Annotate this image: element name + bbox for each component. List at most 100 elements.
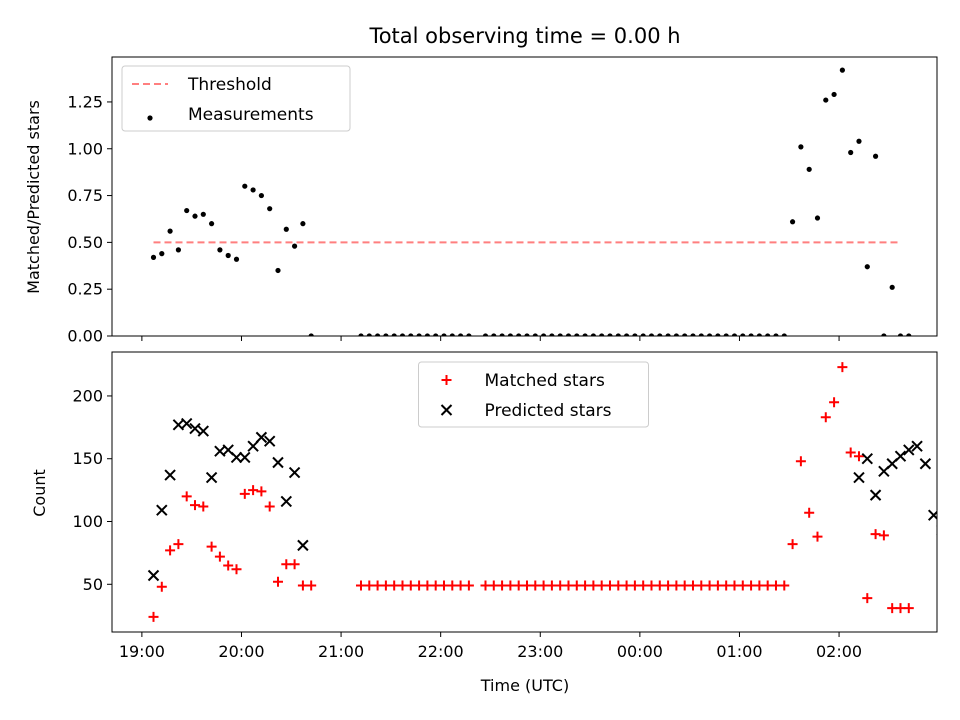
measurement-point xyxy=(250,187,256,193)
measurement-point xyxy=(906,333,912,336)
matched-stars-point xyxy=(239,488,250,499)
measurement-point xyxy=(881,333,887,336)
matched-stars-point xyxy=(779,580,790,591)
matched-stars-point xyxy=(853,451,864,462)
predicted-stars-point xyxy=(230,451,243,464)
predicted-stars-point xyxy=(180,417,193,430)
measurement-point xyxy=(756,333,762,336)
measurement-point xyxy=(433,333,439,336)
measurement-point xyxy=(358,333,364,336)
measurement-point xyxy=(499,333,505,336)
measurement-point xyxy=(549,333,555,336)
measurement-point xyxy=(383,333,389,336)
bottom-chart-x-axis: 19:00 20:00 21:00 22:00 23:00 00:00 01:00 02:00 xyxy=(119,632,862,661)
x-tick-label: 01:00 xyxy=(716,642,762,661)
predicted-stars-point xyxy=(280,495,293,508)
x-tick-label: 00:00 xyxy=(617,642,663,661)
bottom-series-1 xyxy=(147,417,937,582)
matched-stars-point xyxy=(820,412,831,423)
top-chart-y-axis: 0.00 0.25 0.50 0.75 1.00 1.25 xyxy=(67,92,112,346)
measurement-point xyxy=(748,333,754,336)
measurement-point xyxy=(200,211,206,217)
measurement-point xyxy=(773,333,779,336)
top-series-0 xyxy=(150,67,912,336)
matched-stars-point xyxy=(878,530,889,541)
measurement-point xyxy=(731,333,738,336)
measurement-point xyxy=(623,333,630,336)
measurement-point xyxy=(482,333,489,336)
predicted-stars-point xyxy=(156,504,168,516)
predicted-stars-point xyxy=(247,440,259,452)
legend-label: Predicted stars xyxy=(485,401,612,421)
measurement-point xyxy=(831,91,837,98)
measurement-point xyxy=(491,333,497,336)
measurement-point xyxy=(740,333,746,336)
y-tick-label: 0.50 xyxy=(67,233,103,252)
predicted-stars-point xyxy=(239,451,251,464)
matched-stars-point xyxy=(812,531,823,542)
y-tick-label: 150 xyxy=(72,449,103,468)
legend-label: Matched stars xyxy=(485,371,605,391)
matched-stars-point xyxy=(198,501,209,512)
y-tick-label: 100 xyxy=(72,512,103,531)
measurement-point xyxy=(590,333,596,336)
measurement-point xyxy=(441,333,447,336)
x-tick-label: 20:00 xyxy=(218,642,264,661)
measurement-point xyxy=(814,215,821,221)
y-tick-label: 0.00 xyxy=(67,327,103,346)
measurement-point xyxy=(723,333,729,336)
measurement-point xyxy=(682,333,688,336)
measurement-point xyxy=(856,138,862,144)
predicted-stars-point xyxy=(255,431,268,444)
legend-label: Measurements xyxy=(188,105,314,125)
predicted-stars-point xyxy=(903,444,915,456)
measurement-point xyxy=(848,149,854,156)
measurement-point xyxy=(839,67,845,73)
measurement-point xyxy=(781,333,787,336)
matched-stars-point xyxy=(845,447,856,458)
top-chart-y-axis-label: Matched/Predicted stars xyxy=(24,100,43,294)
measurement-point xyxy=(765,333,771,336)
predicted-stars-point xyxy=(894,450,907,462)
predicted-stars-point xyxy=(861,453,873,465)
measurement-point xyxy=(565,333,572,336)
matched-stars-point xyxy=(829,397,840,408)
measurement-point xyxy=(208,221,215,227)
measurement-point xyxy=(872,153,879,159)
matched-stars-point xyxy=(223,560,234,571)
measurement-point xyxy=(192,213,198,219)
measurement-point xyxy=(258,192,264,199)
y-tick-label: 1.00 xyxy=(67,139,103,158)
measurement-point xyxy=(424,333,430,336)
measurement-point xyxy=(399,333,406,336)
top-chart-title: Total observing time = 0.00 h xyxy=(368,24,680,48)
matched-stars-point xyxy=(837,362,848,373)
y-tick-label: 0.25 xyxy=(67,280,103,299)
measurement-point xyxy=(706,333,713,336)
measurement-point xyxy=(283,226,289,232)
y-tick-label: 50 xyxy=(83,575,103,594)
measurement-point xyxy=(524,333,530,336)
legend-label: Threshold xyxy=(187,75,272,95)
measurement-point xyxy=(167,228,173,234)
bottom-chart: 50 100 150 200 19:00 20:00 21:00 22:00 23:00 00:0… xyxy=(72,351,938,661)
matched-stars-point xyxy=(231,564,242,575)
predicted-stars-point xyxy=(927,509,937,521)
matched-stars-point xyxy=(903,603,914,614)
bottom-series-0 xyxy=(148,362,914,622)
predicted-stars-point xyxy=(164,469,176,481)
predicted-stars-point xyxy=(288,466,301,479)
legend-box xyxy=(418,361,649,428)
matched-stars-point xyxy=(787,539,798,550)
matched-stars-point xyxy=(804,507,815,518)
predicted-stars-point xyxy=(272,456,284,469)
matched-stars-point xyxy=(264,501,275,512)
measurement-point xyxy=(184,207,190,214)
measurement-point xyxy=(159,251,165,257)
matched-stars-point xyxy=(870,529,881,540)
measurement-point xyxy=(864,264,870,270)
measurement-point xyxy=(897,333,904,336)
measurement-point xyxy=(233,256,240,262)
measurement-point xyxy=(557,333,563,336)
bottom-chart-frame xyxy=(111,351,938,633)
